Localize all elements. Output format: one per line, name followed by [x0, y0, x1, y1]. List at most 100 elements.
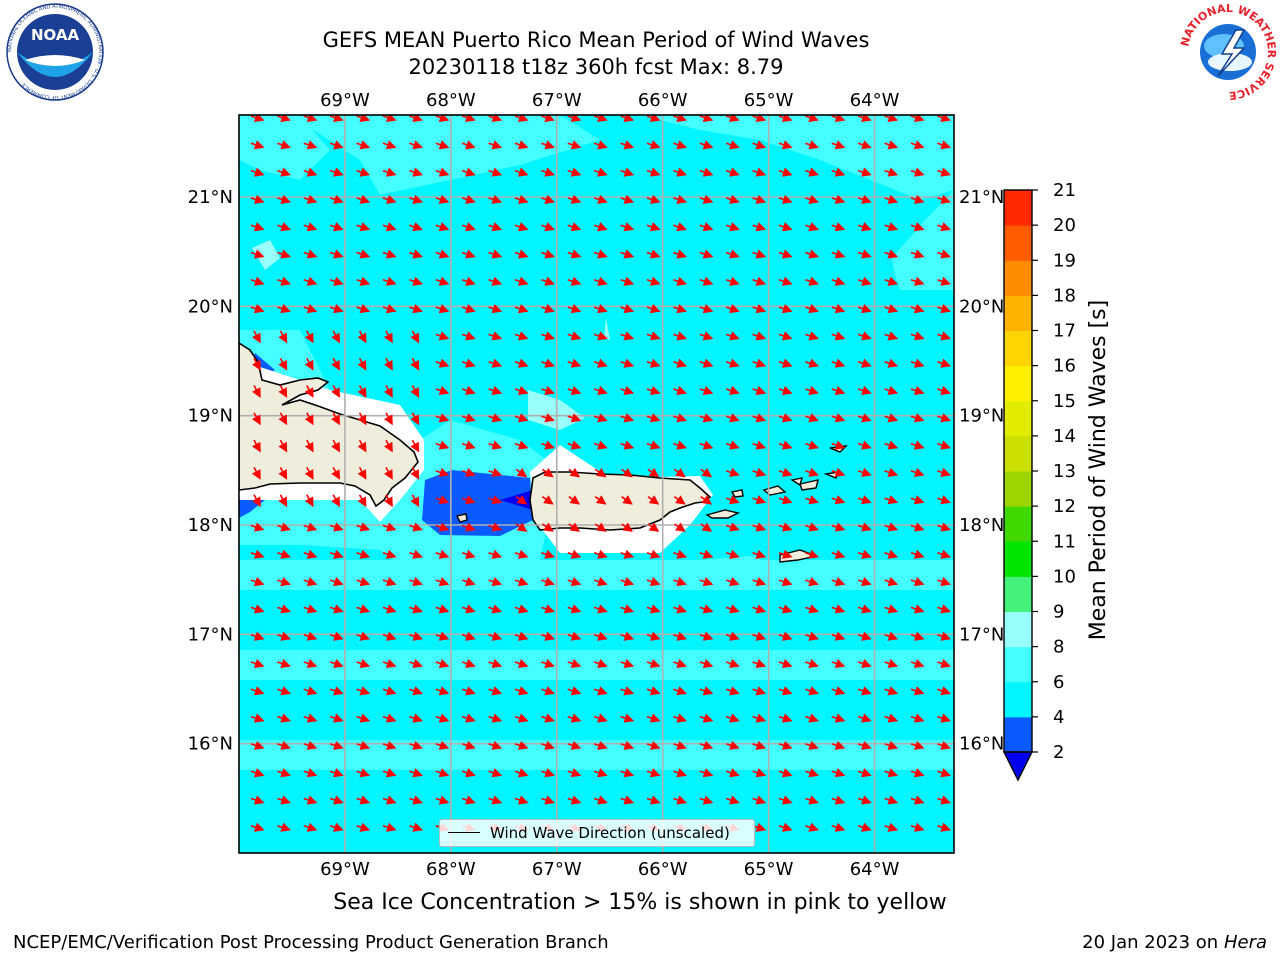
colorbar-tick-label: 18 [1053, 285, 1076, 306]
wave-direction-arrow [303, 194, 318, 204]
wave-direction-arrow [461, 467, 476, 477]
wave-direction-arrow [857, 631, 872, 641]
wave-direction-arrow [356, 768, 371, 778]
wave-direction-arrow [910, 440, 925, 450]
wave-direction-arrow [567, 577, 582, 587]
wave-direction-arrow [277, 795, 291, 805]
wave-direction-arrow [410, 439, 420, 453]
wave-direction-arrow [778, 304, 793, 314]
wave-direction-arrow [805, 167, 819, 177]
wave-direction-arrow [435, 194, 450, 204]
wave-direction-arrow [250, 795, 265, 805]
wave-direction-arrow [382, 549, 397, 559]
colorbar-segment [1004, 611, 1032, 648]
wave-direction-arrow [831, 331, 846, 341]
wave-direction-arrow [488, 467, 503, 477]
wave-direction-arrow [488, 358, 503, 368]
wave-direction-arrow [673, 549, 687, 559]
wave-direction-arrow [725, 713, 740, 723]
wave-direction-arrow [620, 358, 635, 368]
wave-direction-arrow [910, 385, 925, 396]
wave-direction-arrow [752, 115, 767, 123]
wave-direction-arrow [699, 194, 714, 204]
wave-direction-arrow [673, 413, 687, 423]
wave-direction-arrow [410, 330, 420, 344]
wave-direction-arrow [409, 115, 423, 123]
colorbar-tick-label: 15 [1053, 391, 1076, 412]
wave-direction-arrow [700, 495, 713, 505]
wave-direction-arrow [382, 686, 397, 696]
wave-direction-arrow [778, 822, 793, 832]
wave-direction-arrow [250, 658, 265, 669]
wave-direction-arrow [251, 439, 261, 453]
wave-direction-arrow [699, 140, 714, 150]
wave-direction-arrow [304, 412, 314, 426]
wave-direction-arrow [329, 631, 344, 641]
wave-direction-arrow [356, 713, 371, 723]
wave-direction-arrow [277, 249, 291, 259]
map-frame [238, 114, 955, 854]
wave-direction-arrow [937, 440, 951, 450]
wave-direction-arrow [620, 304, 635, 314]
wave-direction-arrow [251, 467, 261, 480]
wave-direction-arrow [410, 494, 420, 508]
wave-direction-arrow [410, 412, 420, 426]
wave-direction-arrow [541, 194, 555, 204]
wave-direction-arrow [594, 522, 607, 532]
wave-direction-arrow [673, 440, 687, 450]
colorbar-tick-label: 11 [1053, 531, 1076, 552]
wave-direction-arrow [778, 167, 793, 177]
wave-direction-arrow [251, 385, 261, 398]
wave-direction-arrow [778, 631, 793, 641]
wave-direction-arrow [700, 522, 713, 532]
wave-direction-arrow [357, 330, 367, 344]
colorbar-segment [1004, 260, 1032, 296]
wave-direction-arrow [805, 331, 819, 341]
wave-direction-arrow [725, 522, 740, 532]
wave-direction-arrow [752, 522, 767, 532]
wave-direction-arrow [329, 194, 344, 204]
wave-direction-arrow [884, 115, 899, 123]
wave-direction-arrow [857, 795, 872, 805]
wave-direction-arrow [593, 358, 608, 368]
wave-direction-arrow [884, 194, 899, 204]
wave-direction-arrow [937, 604, 951, 614]
lat-label-right: 21°N [959, 187, 1004, 208]
wave-direction-arrow [514, 276, 529, 286]
wave-direction-arrow [857, 768, 872, 778]
wave-direction-arrow [805, 276, 819, 286]
wave-direction-arrow [593, 577, 608, 587]
wave-direction-arrow [435, 577, 450, 587]
wave-direction-arrow [303, 577, 318, 587]
wave-direction-arrow [646, 331, 661, 341]
wave-direction-arrow [382, 167, 397, 177]
wave-direction-arrow [541, 331, 555, 341]
wave-direction-arrow [567, 115, 582, 123]
wave-direction-arrow [277, 140, 291, 150]
wave-direction-arrow [567, 413, 582, 423]
colorbar-tick-label: 10 [1053, 566, 1076, 587]
colorbar-tick-label: 16 [1053, 356, 1076, 377]
wave-direction-arrow [831, 577, 846, 587]
wave-direction-arrow [410, 357, 420, 371]
wave-direction-arrow [910, 713, 925, 723]
wave-direction-arrow [251, 494, 261, 508]
lat-label-right: 20°N [959, 296, 1004, 317]
wave-direction-arrow [937, 740, 951, 750]
wave-direction-arrow [884, 604, 899, 614]
wave-direction-arrow [778, 768, 793, 778]
wave-direction-arrow [884, 331, 899, 341]
wave-direction-arrow [383, 330, 393, 344]
wave-direction-arrow [937, 549, 951, 559]
wave-direction-arrow [621, 495, 633, 505]
colorbar-tick-label: 21 [1053, 180, 1076, 201]
wave-direction-arrow [278, 385, 288, 398]
wave-direction-arrow [620, 249, 635, 259]
wave-direction-arrow [435, 658, 450, 669]
wave-direction-arrow [488, 413, 503, 423]
wave-direction-arrow [673, 631, 687, 641]
wave-direction-arrow [356, 686, 371, 696]
wave-direction-arrow [514, 358, 529, 368]
wave-direction-arrow [620, 549, 635, 559]
wave-direction-arrow [382, 631, 397, 641]
